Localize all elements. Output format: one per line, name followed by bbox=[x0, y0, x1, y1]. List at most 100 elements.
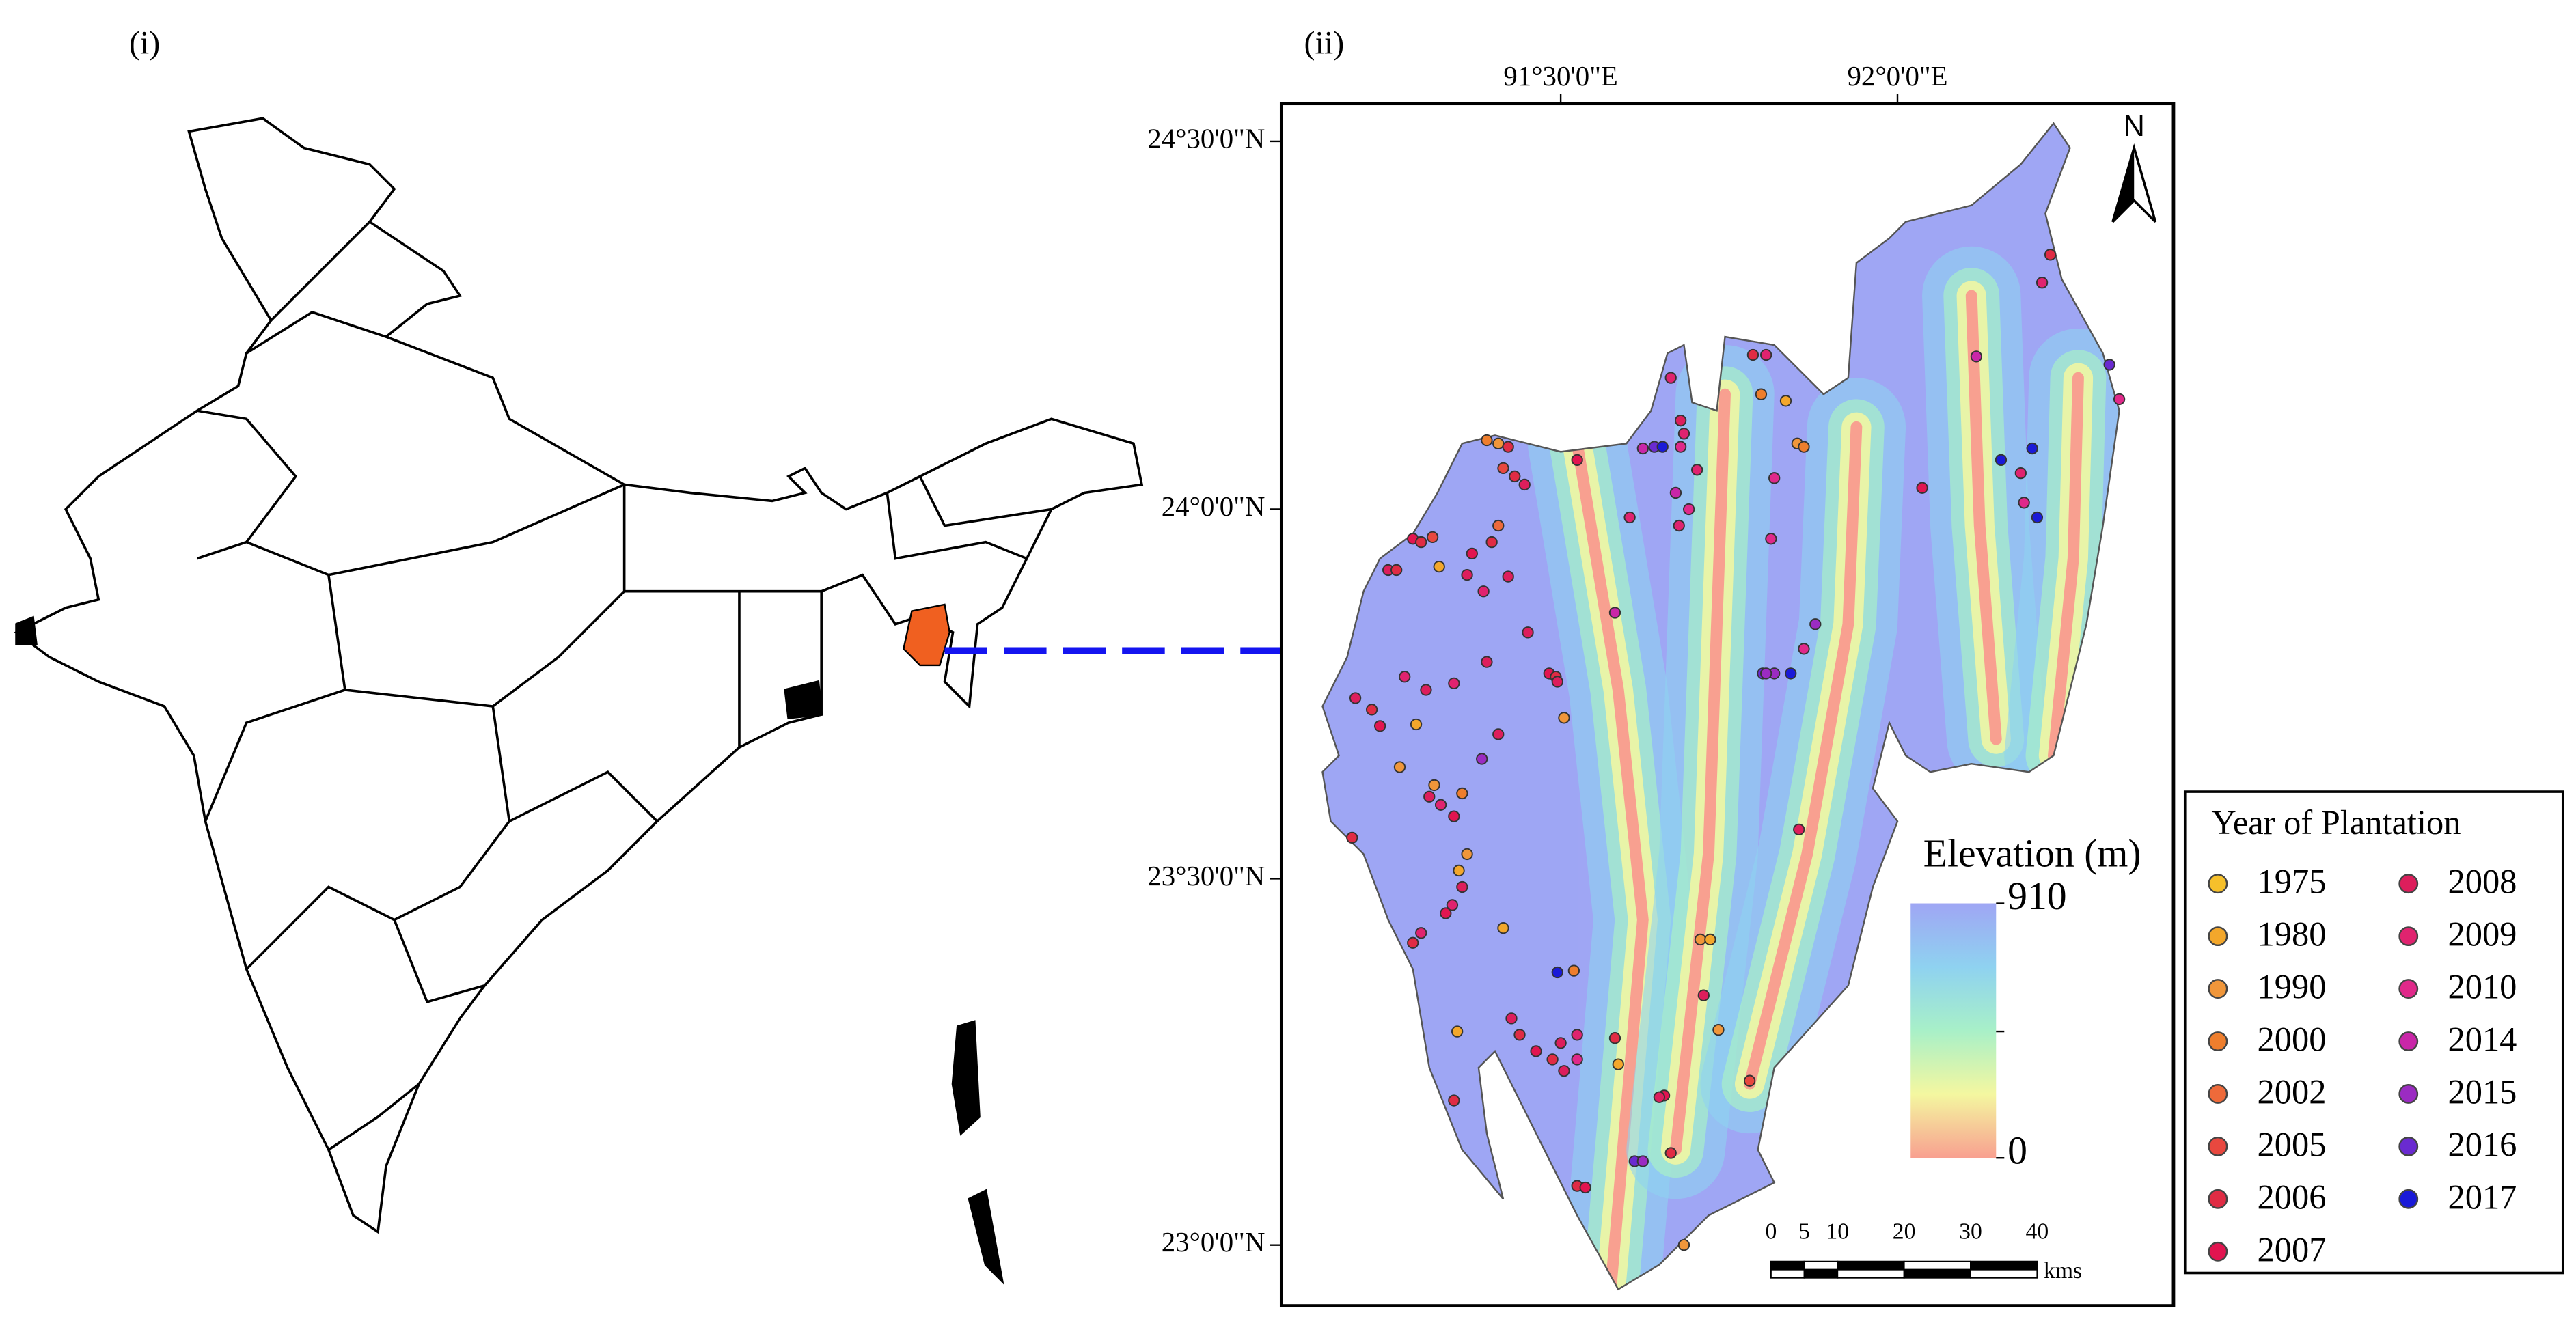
plantation-site bbox=[1513, 1029, 1526, 1041]
plantation-site bbox=[1399, 671, 1411, 683]
scale-label: 30 bbox=[1959, 1219, 1982, 1245]
legend-marker bbox=[2398, 979, 2419, 999]
plantation-site bbox=[1349, 692, 1362, 704]
legend-label: 2009 bbox=[2448, 915, 2517, 954]
legend-label: 1975 bbox=[2258, 863, 2327, 901]
legend-marker bbox=[2208, 874, 2228, 894]
latitude-label: 23°30'0"N bbox=[1147, 861, 1265, 891]
plantation-site bbox=[1461, 848, 1473, 861]
plantation-site bbox=[1571, 1053, 1583, 1066]
plantation-site bbox=[1448, 677, 1460, 690]
legend-label: 2010 bbox=[2448, 968, 2517, 1006]
plantation-site bbox=[1712, 1024, 1725, 1036]
plantation-site bbox=[1481, 434, 1493, 447]
plantation-site bbox=[1420, 684, 1432, 696]
plantation-site bbox=[1636, 1155, 1649, 1167]
plantation-site bbox=[1691, 464, 1703, 476]
legend-marker bbox=[2208, 1136, 2228, 1156]
plantation-site bbox=[1694, 933, 1707, 946]
latitude-label: 24°30'0"N bbox=[1147, 123, 1265, 154]
plantation-site bbox=[1485, 536, 1498, 549]
plantation-site bbox=[1530, 1045, 1542, 1057]
elevation-tick-label: 910 bbox=[2008, 875, 2067, 918]
plantation-site bbox=[1704, 933, 1716, 946]
plantation-site bbox=[1567, 964, 1580, 977]
legend-title: Year of Plantation bbox=[2211, 803, 2461, 842]
plantation-site bbox=[1365, 704, 1378, 716]
plantation-site bbox=[1451, 1025, 1464, 1038]
legend-marker bbox=[2208, 1031, 2228, 1051]
plantation-site bbox=[1481, 656, 1493, 668]
plantation-site bbox=[1551, 966, 1563, 979]
plantation-site bbox=[1664, 372, 1677, 384]
legend-label: 2005 bbox=[2258, 1125, 2327, 1163]
elevation-tick-label: 0 bbox=[2008, 1130, 2027, 1173]
plantation-site bbox=[1502, 570, 1514, 583]
plantation-site bbox=[1623, 511, 1636, 524]
legend-marker bbox=[2208, 979, 2228, 999]
plantation-site bbox=[1448, 810, 1460, 822]
legend-marker bbox=[2208, 926, 2228, 947]
plantation-site bbox=[1433, 560, 1445, 573]
plantation-site bbox=[1502, 441, 1514, 453]
plantation-site bbox=[1779, 395, 1792, 407]
legend-marker bbox=[2398, 1189, 2419, 1209]
plantation-site bbox=[1760, 667, 1772, 680]
plantation-site bbox=[1423, 790, 1436, 803]
plantation-site bbox=[1608, 1032, 1621, 1044]
scale-label: 0 bbox=[1765, 1219, 1777, 1245]
scale-bar: 0 5 10 20 30 40 kms bbox=[1765, 1219, 2082, 1284]
legend-box bbox=[2183, 790, 2564, 1275]
plantation-site bbox=[1434, 799, 1447, 811]
legend-marker bbox=[2208, 1189, 2228, 1209]
plantation-site bbox=[1466, 547, 1478, 560]
scale-segment bbox=[1903, 1260, 1971, 1271]
plantation-site bbox=[2031, 511, 2044, 524]
elevation-ticks: 910 0 bbox=[1996, 875, 2067, 1173]
plantation-site bbox=[1656, 441, 1669, 453]
plantation-site bbox=[1492, 519, 1505, 532]
legend-marker bbox=[2208, 1241, 2228, 1262]
scale-segment bbox=[1903, 1268, 1971, 1279]
plantation-site bbox=[1554, 1037, 1567, 1049]
ridge bbox=[1670, 388, 1731, 1156]
ridge bbox=[1965, 290, 2002, 745]
plantation-site bbox=[1373, 720, 1386, 732]
plantation-site bbox=[2113, 393, 2126, 406]
plantation-site bbox=[1426, 531, 1439, 544]
plantation-sites bbox=[1346, 249, 2126, 1251]
plantation-site bbox=[1995, 454, 2008, 467]
scale-segment bbox=[1970, 1260, 2038, 1271]
plantation-site bbox=[1476, 753, 1488, 765]
plantation-site bbox=[1456, 880, 1468, 893]
plantation-site bbox=[1448, 1094, 1460, 1107]
legend-label: 2002 bbox=[2258, 1072, 2327, 1111]
legend-marker bbox=[2398, 1031, 2419, 1051]
plantation-site bbox=[1697, 989, 1710, 1001]
plantation-site bbox=[1669, 486, 1682, 499]
plantation-site bbox=[1798, 441, 1810, 453]
plantation-site bbox=[1677, 1238, 1690, 1251]
legend-label: 2008 bbox=[2448, 863, 2517, 901]
plantation-site bbox=[2014, 467, 2027, 480]
plantation-site bbox=[2026, 442, 2038, 455]
scale-segment bbox=[1837, 1268, 1905, 1279]
elevation-title: Elevation (m) bbox=[1923, 832, 2141, 875]
legend-marker bbox=[2398, 1136, 2419, 1156]
ridge bbox=[1571, 437, 1649, 1290]
legend-label: 2017 bbox=[2448, 1178, 2517, 1216]
elevation-colorbar bbox=[1910, 903, 1997, 1158]
legend-marker bbox=[2398, 1084, 2419, 1104]
plantation-site bbox=[1755, 388, 1768, 400]
plantation-site bbox=[1674, 415, 1687, 427]
plantation-site bbox=[1674, 441, 1687, 453]
plantation-site bbox=[1410, 718, 1423, 731]
scale-label: 10 bbox=[1826, 1219, 1849, 1245]
scale-segment bbox=[1770, 1260, 1805, 1271]
plantation-site bbox=[1970, 350, 1983, 363]
plantation-site bbox=[2036, 277, 2049, 289]
plantation-site bbox=[1798, 643, 1810, 655]
legend: 1975 1980 1990 2000 2002 2005 2006 2007 2008 2009… bbox=[2208, 863, 2517, 1268]
legend-label: 1980 bbox=[2258, 915, 2327, 954]
